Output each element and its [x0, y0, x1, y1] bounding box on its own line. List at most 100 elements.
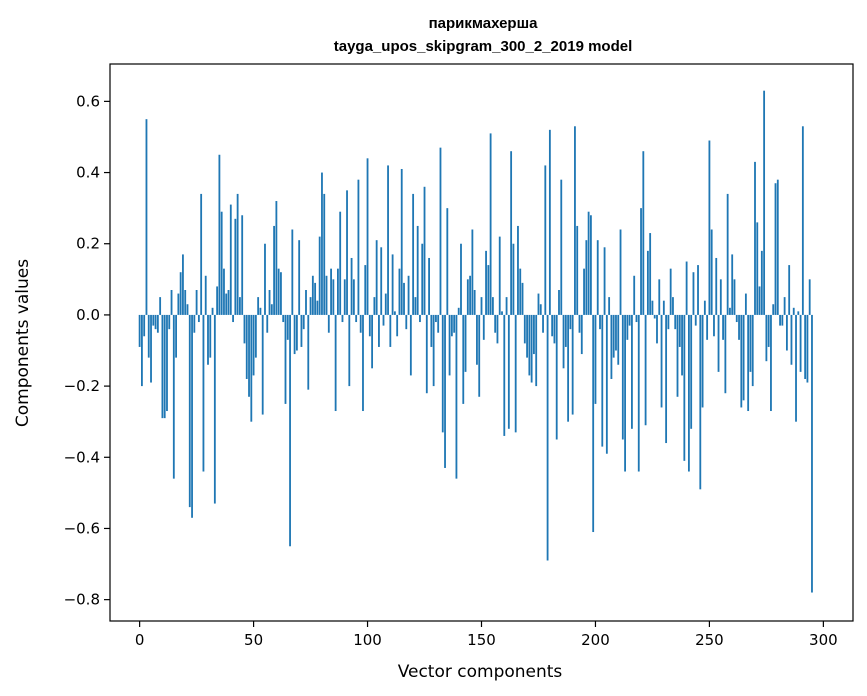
bar: [576, 225, 579, 315]
bar: [352, 279, 355, 315]
bar: [400, 168, 403, 315]
x-axis-ticks: 0 50 100 150 200 250 300: [135, 621, 838, 649]
bar: [138, 314, 141, 347]
bar: [567, 314, 570, 422]
bar: [644, 314, 647, 426]
bar: [337, 268, 339, 315]
bar: [724, 314, 727, 394]
bar: [439, 147, 442, 315]
bar: [234, 218, 237, 315]
bar: [788, 265, 791, 315]
bar: [749, 314, 752, 372]
bar: [435, 314, 437, 323]
bar: [460, 243, 462, 315]
bar: [601, 314, 604, 447]
bar: [286, 314, 289, 340]
bar: [546, 314, 549, 561]
bar: [672, 297, 674, 315]
bar: [232, 314, 234, 323]
bar: [811, 314, 813, 593]
bar: [295, 314, 298, 351]
bar: [507, 314, 510, 429]
bar: [571, 314, 574, 415]
bar: [742, 314, 745, 401]
bar: [241, 215, 244, 315]
bar: [366, 158, 369, 315]
y-tick-label: −0.6: [64, 519, 100, 537]
y-tick-label: 0.4: [76, 164, 100, 182]
bar: [218, 154, 221, 315]
bar: [754, 161, 756, 315]
bar: [375, 240, 378, 315]
bar: [457, 307, 460, 315]
bar: [193, 314, 196, 333]
bar: [309, 297, 312, 315]
bar: [195, 290, 198, 315]
bar: [268, 290, 271, 315]
bar: [781, 314, 784, 326]
bar: [211, 307, 214, 315]
bar: [403, 282, 405, 315]
bar: [421, 243, 424, 315]
bar: [519, 268, 522, 315]
bar: [626, 314, 629, 340]
bar: [533, 314, 535, 355]
bar: [323, 193, 326, 315]
bar: [380, 247, 383, 315]
bar: [393, 311, 396, 315]
x-tick-label: 150: [467, 631, 496, 649]
bar: [765, 314, 768, 362]
bar: [596, 240, 599, 315]
bar: [346, 190, 348, 315]
bar: [624, 314, 626, 472]
bar: [517, 225, 519, 315]
bar: [642, 151, 645, 315]
bar: [259, 307, 262, 315]
bar: [277, 268, 280, 315]
bar: [264, 243, 266, 315]
bar: [690, 314, 693, 429]
bar: [332, 279, 335, 315]
bar: [243, 314, 246, 344]
bar: [191, 314, 193, 518]
bar: [437, 314, 440, 333]
chart-title: парикмахерша: [429, 15, 539, 32]
bar: [300, 314, 303, 347]
x-tick-label: 50: [244, 631, 263, 649]
bar: [389, 314, 392, 347]
bar: [551, 314, 554, 337]
x-tick-label: 100: [353, 631, 382, 649]
bar: [416, 225, 419, 315]
bar: [207, 314, 209, 365]
bar: [318, 236, 321, 315]
bar: [311, 275, 314, 315]
bar: [610, 314, 613, 379]
bar: [145, 119, 148, 315]
bar: [790, 314, 793, 365]
bar: [697, 265, 699, 315]
bar: [382, 314, 385, 326]
bar: [667, 314, 670, 330]
bar: [473, 290, 476, 315]
x-tick-label: 250: [695, 631, 724, 649]
bar: [407, 275, 410, 315]
y-tick-label: −0.8: [64, 591, 100, 609]
bar: [703, 300, 706, 315]
bar: [168, 314, 171, 330]
bar: [548, 129, 551, 315]
bar: [368, 314, 371, 337]
bar: [150, 314, 152, 383]
bar: [726, 193, 729, 315]
bar: [719, 279, 722, 315]
bar: [731, 254, 734, 315]
bar: [792, 307, 795, 315]
y-tick-label: −0.4: [64, 448, 100, 466]
bar: [469, 275, 472, 315]
bar: [772, 304, 775, 315]
bar: [227, 290, 230, 315]
bar: [355, 314, 358, 323]
y-tick-label: 0.2: [76, 235, 100, 253]
bar: [254, 314, 257, 358]
bar: [631, 314, 633, 429]
bar: [564, 314, 567, 347]
